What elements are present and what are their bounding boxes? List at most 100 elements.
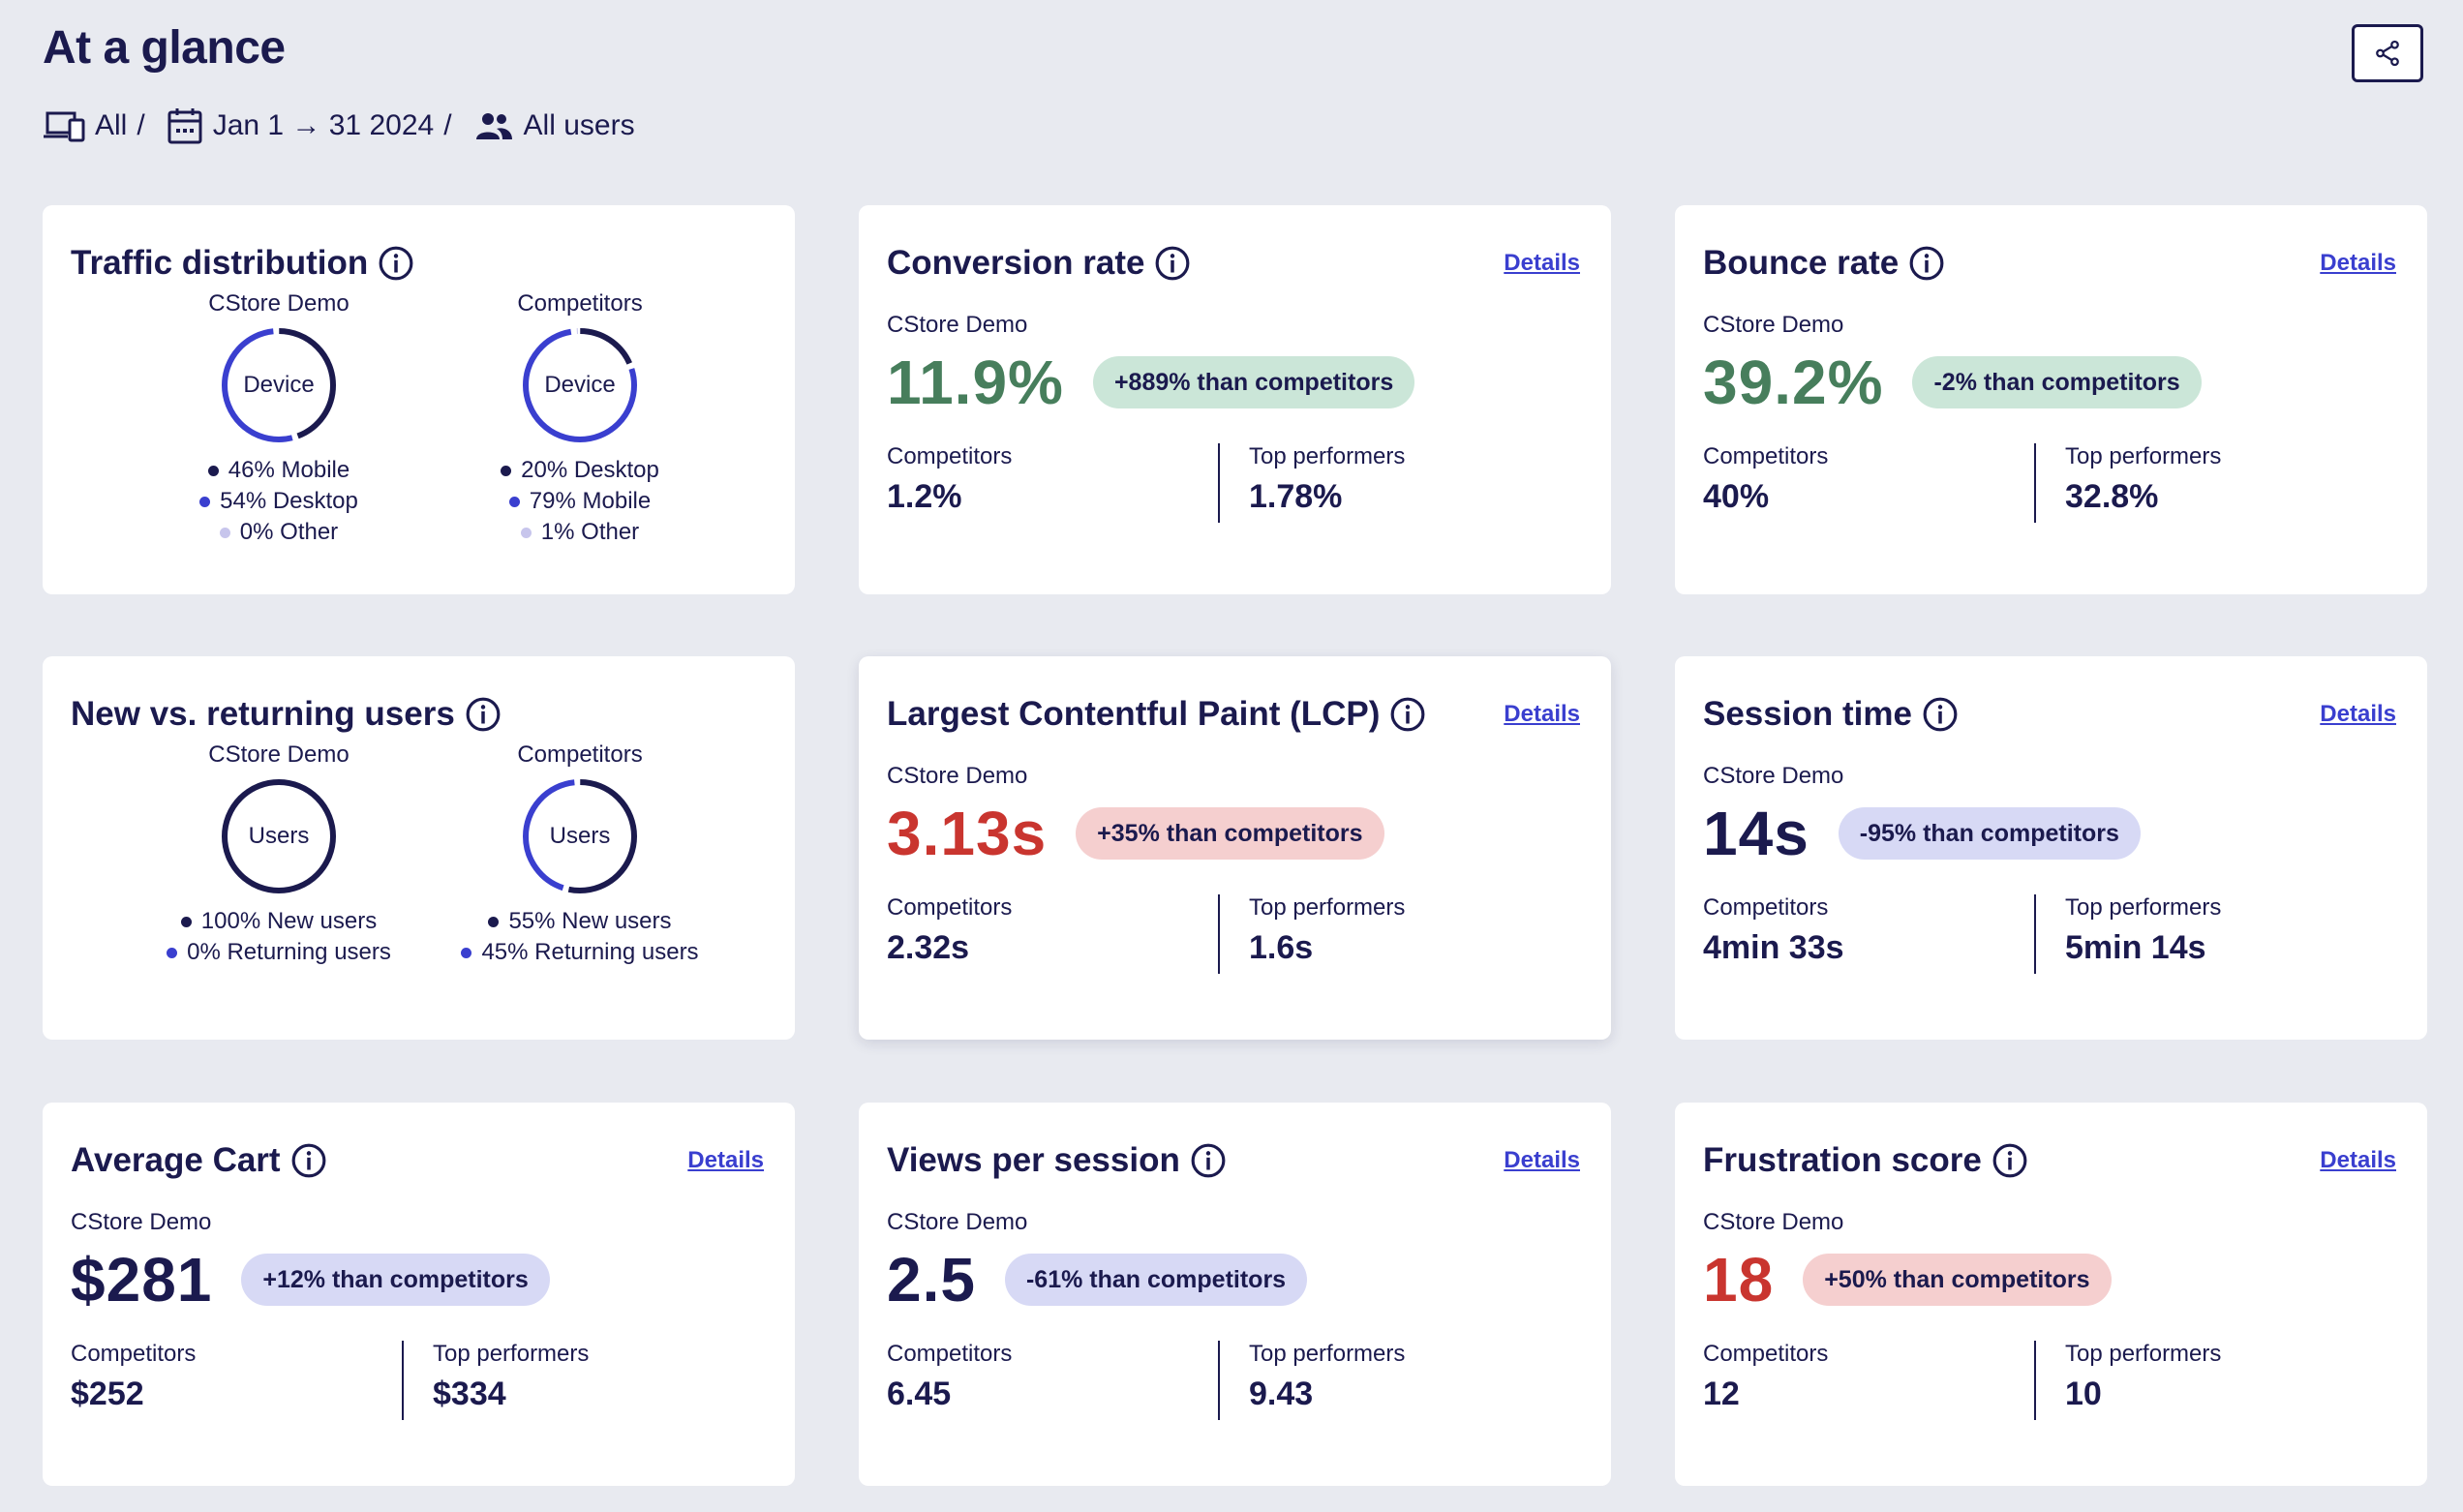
metric-value: 18 [1703,1245,1775,1315]
donut-label: CStore Demo [208,741,350,768]
calendar-icon[interactable] [167,106,203,145]
legend-label: 0% Returning users [187,939,391,965]
details-link[interactable]: Details [1504,701,1580,727]
donut-center-label: Users [248,823,310,849]
info-icon[interactable] [465,696,502,733]
details-link[interactable]: Details [1504,250,1580,276]
donut-legend: 100% New users 0% Returning users [167,906,391,968]
legend-label: 1% Other [540,519,640,545]
share-button[interactable] [2352,24,2423,82]
info-icon[interactable] [1992,1142,2028,1179]
users-competitors-donut: Competitors Users 55% New users 45% Retur… [454,741,706,968]
donut-segment [222,328,336,442]
traffic-cstore-donut: CStore Demo Device 46% Mobile 54% Desktop… [153,290,405,548]
legend-label: 54% Desktop [220,488,358,514]
top-performers-stat: Top performers 5min 14s [2034,894,2396,974]
top-performers-label: Top performers [1249,894,1406,921]
top-performers-value: $334 [433,1376,506,1412]
legend-item: 54% Desktop [199,486,358,517]
donut-segment [523,328,637,442]
filter-separator: / [443,109,452,141]
top-performers-label: Top performers [2065,443,2222,469]
donut-center-label: Users [549,823,611,849]
competitors-stat: Competitors $252 [71,1341,402,1420]
top-performers-label: Top performers [1249,1341,1406,1367]
legend-label: 20% Desktop [521,457,659,483]
legend-item: 79% Mobile [508,486,651,517]
competitors-label: Competitors [887,443,1013,469]
bounce-rate-card: Bounce rate Details CStore Demo 39.2% -2… [1675,205,2427,594]
legend-item: 0% Returning users [167,937,391,968]
competitors-value: 40% [1703,478,1770,515]
donut-segment [523,779,637,893]
comparison-badge: -61% than competitors [1004,1254,1308,1306]
donut-segment [222,328,336,442]
info-icon[interactable] [1154,245,1191,282]
donut-legend: 20% Desktop 79% Mobile 1% Other [501,455,659,548]
card-title: Largest Contentful Paint (LCP) [887,695,1381,733]
comparison-badge: +889% than competitors [1092,356,1415,408]
site-label: CStore Demo [71,1209,212,1235]
info-icon[interactable] [290,1142,327,1179]
legend-dot [180,916,192,927]
details-link[interactable]: Details [1504,1147,1580,1173]
legend-dot [461,947,472,958]
info-icon[interactable] [1389,696,1426,733]
competitors-label: Competitors [887,894,1013,921]
device-filter[interactable]: All [95,109,128,141]
metric-value: 11.9% [887,348,1064,417]
details-link[interactable]: Details [2320,250,2396,276]
info-icon[interactable] [1190,1142,1227,1179]
views-per-session-card: Views per session Details CStore Demo 2.… [859,1103,1611,1486]
comparison-badge: +12% than competitors [241,1254,550,1306]
top-performers-label: Top performers [2065,894,2222,921]
legend-label: 45% Returning users [481,939,699,965]
page-title: At a glance [43,22,286,74]
traffic-competitors-donut: Competitors Device 20% Desktop 79% Mobile… [454,290,706,548]
details-link[interactable]: Details [687,1147,764,1173]
metric-value: 3.13s [887,799,1048,868]
competitors-stat: Competitors 1.2% [887,443,1218,523]
devices-icon[interactable] [43,109,85,142]
segment-filter[interactable]: All users [523,109,635,141]
top-performers-value: 10 [2065,1376,2102,1412]
card-title: Average Cart [71,1141,281,1179]
site-label: CStore Demo [1703,763,1844,789]
top-performers-label: Top performers [1249,443,1406,469]
top-performers-value: 5min 14s [2065,929,2206,966]
top-performers-label: Top performers [433,1341,590,1367]
legend-label: 55% New users [508,908,672,934]
filter-bar: All / Jan 1 → 31 2024 / All users [43,103,635,149]
legend-item: 46% Mobile [207,455,350,486]
date-filter[interactable]: Jan 1 → 31 2024 [212,109,435,141]
metric-value: 2.5 [887,1245,976,1315]
top-performers-stat: Top performers 32.8% [2034,443,2396,523]
info-icon[interactable] [1908,245,1945,282]
filter-separator: / [137,109,145,141]
legend-dot [219,527,230,538]
comparison-badge: +50% than competitors [1803,1254,2112,1306]
donut-center-label: Device [243,372,315,398]
competitors-stat: Competitors 2.32s [887,894,1218,974]
users-cstore-donut: CStore Demo Users 100% New users 0% Retur… [153,741,405,968]
site-label: CStore Demo [887,312,1028,338]
legend-dot [207,465,219,476]
site-label: CStore Demo [887,763,1028,789]
top-performers-stat: Top performers 1.78% [1218,443,1580,523]
top-performers-stat: Top performers 9.43 [1218,1341,1580,1420]
info-icon[interactable] [378,245,414,282]
users-icon[interactable] [473,110,514,141]
competitors-label: Competitors [1703,443,1829,469]
new-vs-returning-card: New vs. returning users CStore Demo User… [43,656,795,1040]
comparison-badge: +35% than competitors [1076,807,1384,860]
info-icon[interactable] [1922,696,1959,733]
legend-dot [167,947,178,958]
card-title: New vs. returning users [71,695,455,733]
details-link[interactable]: Details [2320,1147,2396,1173]
legend-label: 0% Other [239,519,339,545]
details-link[interactable]: Details [2320,701,2396,727]
competitors-value: 1.2% [887,478,962,515]
donut-legend: 55% New users 45% Returning users [461,906,699,968]
top-performers-stat: Top performers $334 [402,1341,764,1420]
